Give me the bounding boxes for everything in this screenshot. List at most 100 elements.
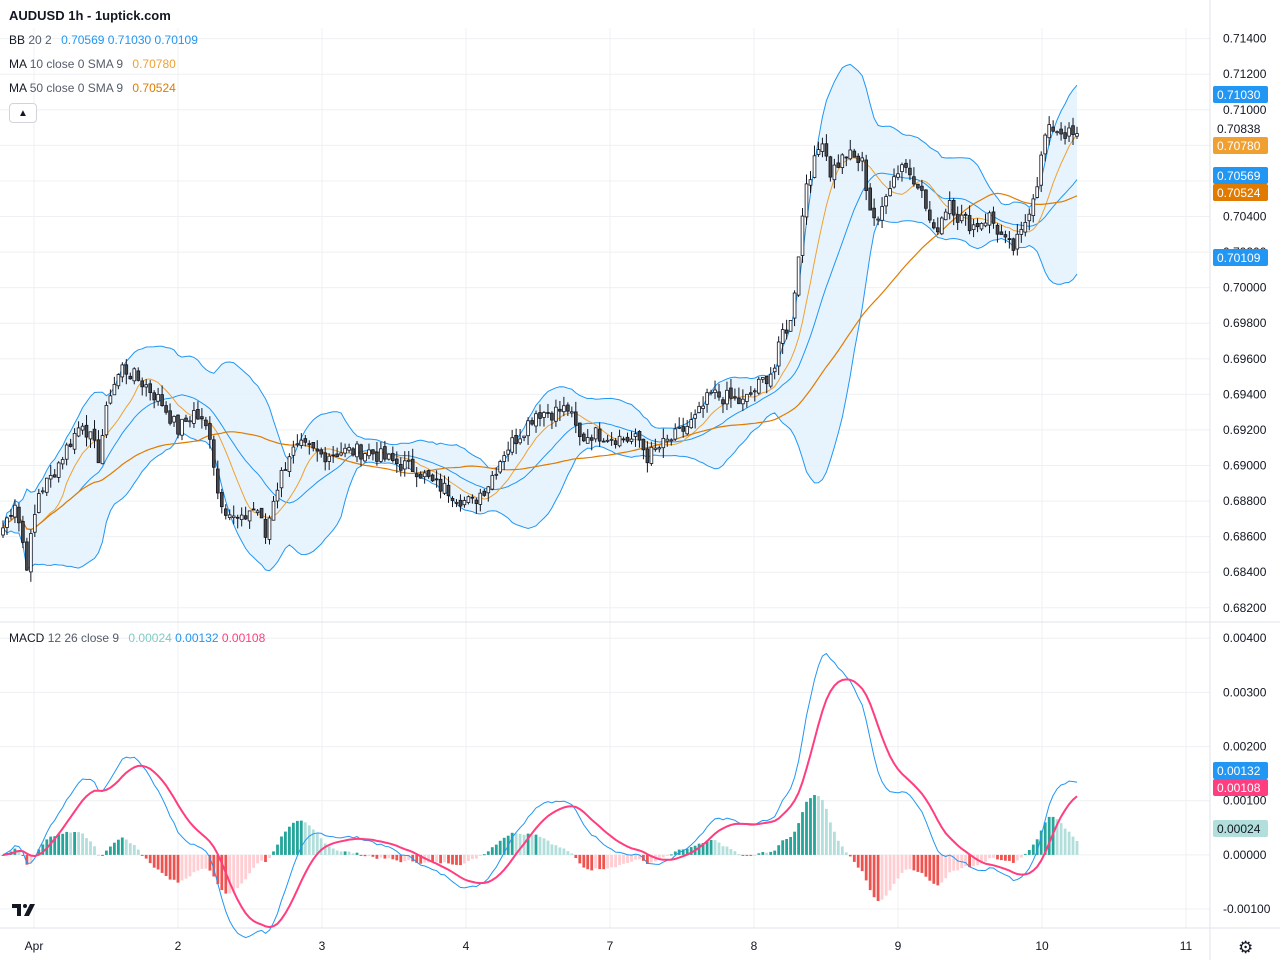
- candle: [940, 216, 944, 236]
- macd-histogram-bar: [228, 854, 232, 894]
- candle-body: [279, 470, 284, 489]
- macd-histogram-bar: [542, 838, 546, 855]
- candle: [144, 379, 149, 397]
- macd-histogram-bar: [232, 854, 236, 892]
- candle-body: [462, 500, 467, 506]
- candle: [908, 159, 912, 181]
- candle-body: [947, 200, 952, 215]
- candle-body: [844, 156, 849, 159]
- macd-histogram-bar: [299, 820, 303, 855]
- candle-body: [104, 404, 109, 436]
- candle-body: [880, 206, 884, 221]
- candle: [737, 387, 741, 405]
- legend-bb[interactable]: BB 20 2 0.70569 0.71030 0.70109: [9, 33, 198, 47]
- price-label: 0.70524: [1213, 184, 1268, 201]
- candle-body: [188, 420, 192, 423]
- candle: [502, 451, 506, 471]
- candle: [550, 411, 554, 429]
- macd-signal-line: [2, 678, 1078, 929]
- candle-body: [470, 496, 475, 499]
- candle: [438, 473, 443, 499]
- macd-histogram-bar: [502, 837, 506, 855]
- macd-histogram-bar: [383, 854, 387, 859]
- macd-tick-label: 0.00000: [1223, 848, 1267, 862]
- price-label-bg: [1213, 137, 1268, 154]
- macd-price-label-bg: [1213, 762, 1268, 779]
- candle-body: [335, 453, 339, 457]
- candle-body: [693, 414, 697, 419]
- candle-body: [908, 167, 912, 176]
- candle-body: [689, 419, 693, 429]
- candle-body: [657, 447, 662, 450]
- tradingview-logo-icon[interactable]: [10, 900, 38, 920]
- candle: [1015, 223, 1020, 256]
- candle-body: [72, 432, 77, 450]
- collapse-legend-button[interactable]: ▲: [9, 103, 37, 123]
- candle: [546, 403, 550, 418]
- candle: [128, 372, 133, 380]
- macd-histogram-bar: [220, 854, 224, 891]
- macd-histogram-bar: [403, 854, 407, 862]
- macd-histogram-bar: [916, 854, 920, 872]
- macd-histogram-bar: [836, 840, 840, 855]
- macd-histogram-bar: [204, 854, 208, 869]
- candle-body: [426, 470, 431, 477]
- macd-histogram-bar: [367, 854, 371, 856]
- candle-body: [625, 436, 630, 442]
- macd-histogram-bar: [626, 854, 629, 863]
- legend-ma10[interactable]: MA 10 close 0 SMA 9 0.70780: [9, 57, 176, 71]
- price-label-bg: [1213, 120, 1268, 137]
- candle: [808, 171, 813, 194]
- macd-histogram-bar: [311, 829, 315, 855]
- time-axis: Apr 2 3 4 7 8 9 10 11: [25, 939, 1193, 953]
- candle-body: [211, 439, 216, 468]
- candle-body: [255, 510, 260, 513]
- candle-body: [550, 412, 554, 421]
- candle: [1003, 230, 1008, 244]
- candle: [426, 469, 431, 479]
- legend-ma10-params: 10 close 0 SMA 9: [29, 57, 124, 71]
- price-tick-label: 0.70000: [1223, 281, 1267, 295]
- macd-histogram-bar: [1, 854, 5, 856]
- candle-body: [633, 433, 638, 437]
- candle: [48, 464, 53, 488]
- candle: [904, 159, 908, 174]
- macd-histogram-bar: [200, 854, 204, 869]
- candle: [860, 151, 864, 172]
- macd-histogram-bar: [725, 846, 729, 855]
- candle: [999, 224, 1004, 235]
- candle: [33, 504, 37, 537]
- candle-body: [1003, 234, 1008, 238]
- macd-histogram-bar: [709, 840, 713, 855]
- macd-histogram-bar: [447, 854, 450, 864]
- macd-histogram-bar: [932, 854, 936, 884]
- candle: [402, 451, 407, 477]
- candle: [398, 457, 403, 477]
- candle: [152, 390, 157, 409]
- candle-body: [1007, 238, 1012, 241]
- macd-histogram-bar: [375, 854, 379, 859]
- candle-body: [912, 176, 916, 185]
- candle: [470, 494, 475, 504]
- macd-histogram-bar: [1055, 819, 1059, 855]
- legend-ma50[interactable]: MA 50 close 0 SMA 9 0.70524: [9, 81, 176, 95]
- macd-histogram-bar: [630, 854, 633, 862]
- gear-icon[interactable]: ⚙: [1238, 938, 1254, 957]
- candle-body: [60, 459, 65, 465]
- legend-macd[interactable]: MACD 12 26 close 9 0.00024 0.00132 0.001…: [9, 631, 265, 645]
- candle-body: [398, 463, 403, 471]
- candle: [223, 504, 228, 520]
- macd-histogram-bar: [753, 854, 757, 856]
- macd-histogram-bar: [323, 843, 327, 855]
- macd-histogram-bar: [371, 854, 375, 857]
- legend-bb-name: BB: [9, 33, 26, 47]
- candle-body: [792, 292, 797, 319]
- macd-histogram-bar: [152, 854, 156, 868]
- time-tick-label: 9: [895, 939, 902, 953]
- macd-histogram-bar: [292, 822, 295, 855]
- candle-body: [768, 373, 773, 387]
- candle: [534, 410, 538, 433]
- candle: [498, 459, 502, 474]
- candle-body: [418, 473, 423, 479]
